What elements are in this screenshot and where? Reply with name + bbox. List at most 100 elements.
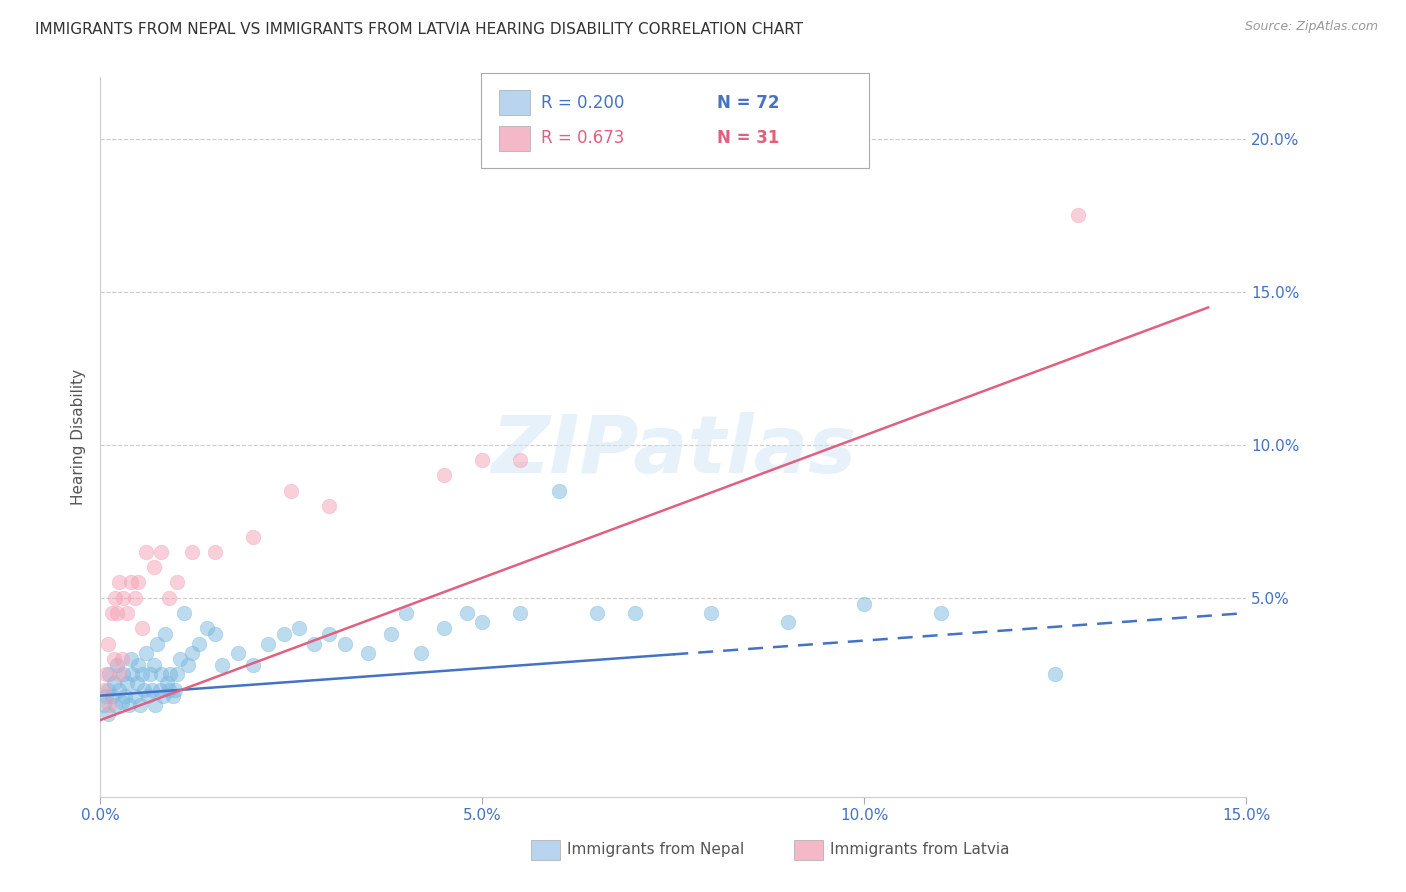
Text: R = 0.200: R = 0.200 — [541, 94, 624, 112]
Point — [624, 606, 647, 620]
Point — [204, 627, 226, 641]
Point — [97, 637, 120, 651]
Point — [318, 499, 340, 513]
Point — [318, 627, 340, 641]
Text: ZIPatlas: ZIPatlas — [491, 412, 856, 491]
Point — [409, 646, 432, 660]
Point — [180, 646, 202, 660]
Point — [103, 652, 125, 666]
Point — [143, 698, 166, 712]
Point — [395, 606, 418, 620]
Point — [509, 606, 531, 620]
Point — [108, 682, 131, 697]
Point — [929, 606, 952, 620]
Point — [112, 667, 135, 681]
Point — [159, 667, 181, 681]
Point — [433, 621, 456, 635]
Point — [142, 658, 165, 673]
Point — [131, 667, 153, 681]
Point — [166, 575, 188, 590]
Point — [118, 698, 141, 712]
Point — [120, 652, 142, 666]
Point — [242, 658, 264, 673]
Point — [433, 468, 456, 483]
Text: N = 72: N = 72 — [717, 94, 779, 112]
Point — [166, 667, 188, 681]
Point — [152, 689, 174, 703]
Text: IMMIGRANTS FROM NEPAL VS IMMIGRANTS FROM LATVIA HEARING DISABILITY CORRELATION C: IMMIGRANTS FROM NEPAL VS IMMIGRANTS FROM… — [35, 22, 803, 37]
Point — [150, 545, 173, 559]
Point — [121, 667, 143, 681]
Text: N = 31: N = 31 — [717, 129, 779, 147]
Point — [150, 667, 173, 681]
Point — [104, 591, 127, 605]
Text: R = 0.673: R = 0.673 — [541, 129, 624, 147]
Point — [157, 591, 180, 605]
Point — [93, 698, 115, 712]
Point — [204, 545, 226, 559]
Point — [380, 627, 402, 641]
Point — [110, 652, 132, 666]
Point — [120, 575, 142, 590]
Point — [96, 689, 118, 703]
Point — [112, 591, 135, 605]
Point — [157, 682, 180, 697]
Point — [114, 689, 136, 703]
Point — [105, 606, 128, 620]
Point — [97, 706, 120, 721]
Point — [163, 682, 186, 697]
Point — [135, 545, 157, 559]
Point — [100, 606, 122, 620]
Point — [124, 689, 146, 703]
Point — [128, 698, 150, 712]
Point — [456, 606, 478, 620]
Point — [177, 658, 200, 673]
Point — [97, 682, 120, 697]
Point — [162, 689, 184, 703]
Point — [211, 658, 233, 673]
Point — [153, 627, 176, 641]
Point — [104, 698, 127, 712]
Point — [127, 575, 149, 590]
Point — [273, 627, 295, 641]
Point — [131, 621, 153, 635]
Point — [226, 646, 249, 660]
Point — [257, 637, 280, 651]
Point — [96, 667, 118, 681]
Point — [700, 606, 723, 620]
Point — [135, 646, 157, 660]
Point — [471, 615, 494, 630]
Y-axis label: Hearing Disability: Hearing Disability — [72, 369, 86, 505]
Point — [169, 652, 191, 666]
Text: Immigrants from Nepal: Immigrants from Nepal — [567, 842, 744, 856]
Point — [333, 637, 356, 651]
Point — [141, 682, 163, 697]
Point — [115, 606, 138, 620]
Point — [108, 667, 131, 681]
Point — [288, 621, 311, 635]
Point — [134, 682, 156, 697]
Point — [115, 676, 138, 690]
Point — [195, 621, 218, 635]
Point — [142, 560, 165, 574]
Point — [124, 591, 146, 605]
Point — [139, 667, 162, 681]
Point — [356, 646, 378, 660]
Point — [471, 453, 494, 467]
Point — [509, 453, 531, 467]
Point — [180, 545, 202, 559]
Point — [149, 682, 172, 697]
Point — [110, 695, 132, 709]
Point — [93, 682, 115, 697]
Point — [280, 483, 302, 498]
Text: Source: ZipAtlas.com: Source: ZipAtlas.com — [1244, 20, 1378, 33]
Point — [547, 483, 569, 498]
Point — [1067, 208, 1090, 222]
Point — [125, 676, 148, 690]
Point — [146, 637, 169, 651]
Point — [100, 689, 122, 703]
Point — [127, 658, 149, 673]
Point — [1045, 667, 1067, 681]
Point — [136, 689, 159, 703]
Point — [156, 676, 179, 690]
